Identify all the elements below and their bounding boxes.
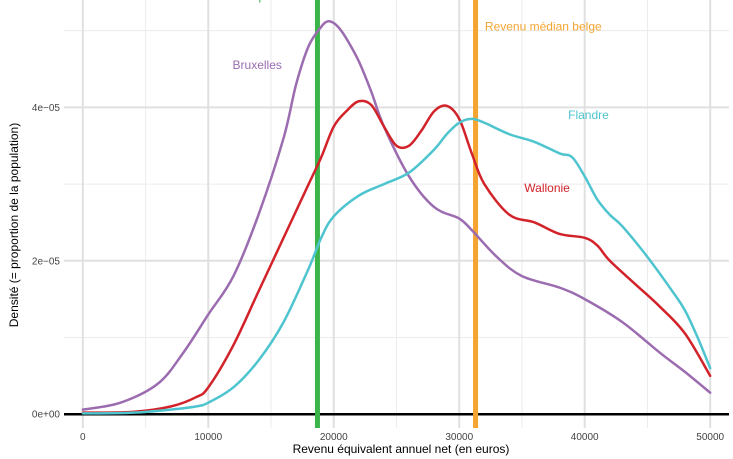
y-tick-label: 0e+00 [32,410,61,421]
series-line-bruxelles [81,20,712,411]
series-line-wallonie [81,99,712,414]
annotation-label: Wallonie [524,181,570,195]
x-tick-label: 30000 [445,432,473,443]
x-tick-label: 0 [80,432,86,443]
density-curves [81,20,712,415]
y-tick-label: 2e−05 [32,256,61,267]
annotation-label: Flandre [568,108,609,122]
y-tick-label: 4e−05 [32,103,61,114]
x-axis-title: Revenu équivalent annuel net (en euros) [293,442,510,456]
x-tick-label: 50000 [696,432,724,443]
annotation-label: Revenu médian belge [485,20,602,34]
x-axis-tick-labels: 0 10000 20000 30000 40000 50000 [80,432,724,443]
annotation-label: Seuil de pauvreté [212,0,306,3]
grid [64,0,729,428]
x-tick-label: 10000 [194,432,222,443]
annotations: Seuil de pauvreté Revenu médian belge Brux… [212,0,609,195]
x-tick-label: 40000 [571,432,599,443]
reference-lines [314,0,479,428]
annotation-label: Bruxelles [233,58,282,72]
series-line-flandre [81,117,712,415]
y-axis-title: Densité (= proportion de la population) [7,123,21,327]
x-tick-label: 20000 [320,432,348,443]
y-axis-tick-labels: 0e+00 2e−05 4e−05 [32,103,61,421]
